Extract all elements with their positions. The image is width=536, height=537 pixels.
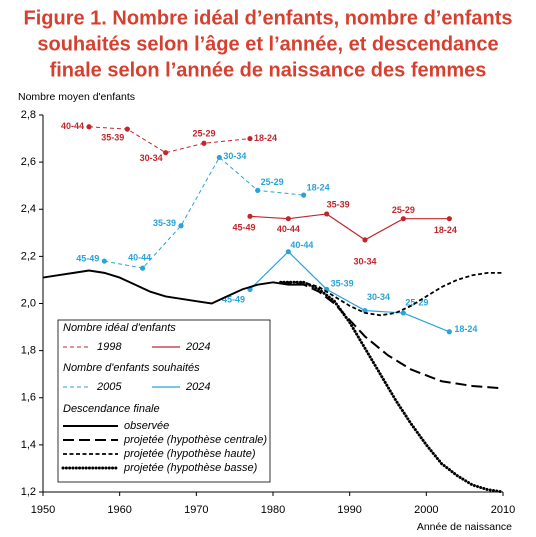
point — [201, 140, 207, 146]
point-label: 45-49 — [222, 295, 245, 305]
legend-label: 2005 — [96, 381, 122, 393]
y-tick-label: 1,8 — [21, 345, 36, 357]
point — [247, 135, 253, 142]
point — [362, 307, 368, 314]
series-line — [249, 213, 450, 241]
x-tick-label: 1950 — [31, 504, 55, 516]
point-label: 25-29 — [392, 205, 415, 215]
point-label: 18-24 — [454, 324, 477, 334]
point-label: 25-29 — [192, 129, 215, 139]
point-label: 30-34 — [367, 292, 390, 302]
series-line — [104, 156, 304, 269]
point — [101, 258, 107, 264]
point — [255, 187, 261, 193]
x-axis-label: Année de naissance — [417, 521, 512, 533]
legend-label: 1998 — [97, 341, 122, 353]
y-tick-label: 2,8 — [21, 109, 36, 121]
x-tick-label: 1970 — [184, 504, 208, 516]
y-tick-label: 2,2 — [21, 250, 36, 262]
legend-group-title: Descendance finale — [63, 403, 160, 415]
y-tick-label: 2,0 — [21, 297, 36, 309]
point-label: 40-44 — [290, 240, 313, 250]
point-label: 35-39 — [331, 279, 354, 289]
point-label: 45-49 — [76, 253, 99, 263]
point — [446, 216, 452, 222]
point-label: 35-39 — [327, 199, 350, 209]
point-label: 30-34 — [353, 256, 376, 266]
chart-title: Figure 1. Nombre idéal d’enfants, nombre… — [24, 7, 513, 29]
point — [247, 213, 253, 219]
point-label: 30-34 — [223, 151, 246, 161]
point — [178, 223, 184, 229]
legend-group-title: Nombre d'enfants souhaités — [63, 362, 200, 374]
point-label: 35-39 — [101, 133, 124, 143]
series-line — [280, 271, 503, 317]
x-tick-label: 1960 — [107, 504, 131, 516]
series-line — [42, 269, 304, 305]
legend-label: projetée (hypothèse basse) — [123, 462, 258, 474]
y-tick-label: 2,6 — [21, 156, 36, 168]
legend-label: 2024 — [185, 341, 210, 353]
legend-group-title: Nombre idéal d'enfants — [63, 322, 176, 334]
point-label: 35-39 — [153, 218, 176, 228]
point-label: 40-44 — [277, 224, 300, 234]
point — [86, 124, 92, 130]
x-tick-label: 2000 — [414, 504, 438, 516]
point — [163, 150, 169, 156]
point — [124, 126, 130, 132]
point-label: 40-44 — [128, 253, 151, 263]
point — [324, 211, 330, 217]
y-tick-label: 2,4 — [21, 203, 36, 215]
y-tick-label: 1,6 — [21, 392, 36, 404]
chart-title: finale selon l’année de naissance des fe… — [50, 59, 487, 81]
series-line — [249, 250, 450, 333]
point-label: 18-24 — [307, 182, 330, 192]
point — [400, 310, 406, 316]
legend-label: observée — [124, 420, 169, 432]
point — [216, 154, 222, 161]
point-label: 18-24 — [434, 225, 457, 235]
x-tick-label: 1980 — [261, 504, 285, 516]
point-label: 45-49 — [232, 223, 255, 233]
point-label: 18-24 — [254, 133, 277, 143]
x-tick-label: 2010 — [491, 504, 515, 516]
point — [362, 237, 368, 243]
point — [285, 216, 291, 222]
point — [140, 265, 146, 271]
y-tick-label: 1,2 — [21, 486, 36, 498]
series-line — [279, 280, 505, 494]
series-line — [280, 281, 504, 390]
legend-label: 2024 — [185, 381, 210, 393]
point-label: 25-29 — [261, 177, 284, 187]
point — [400, 216, 406, 222]
point-label: 30-34 — [140, 153, 163, 163]
point — [446, 329, 452, 335]
legend-label: projetée (hypothèse haute) — [123, 448, 256, 460]
point — [285, 249, 291, 255]
point-label: 40-44 — [61, 121, 84, 131]
y-axis-label: Nombre moyen d'enfants — [18, 91, 135, 103]
y-tick-label: 1,4 — [21, 439, 36, 451]
x-tick-label: 1990 — [337, 504, 361, 516]
chart-title: souhaités selon l’âge et l’année, et des… — [37, 33, 498, 55]
point — [301, 192, 307, 198]
legend-label: projetée (hypothèse centrale) — [123, 434, 267, 446]
